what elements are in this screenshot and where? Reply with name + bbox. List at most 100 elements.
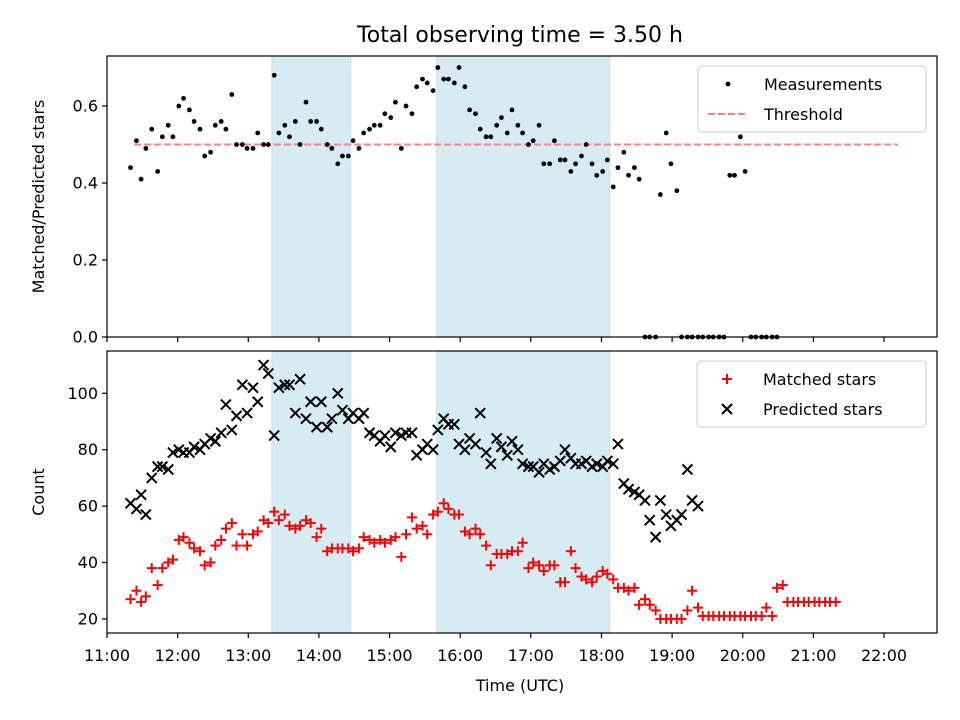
matched-star-point: [199, 560, 210, 571]
measurement-point: [727, 172, 733, 178]
counts-panel: 20 40 60 80 100 11:00 12:00 13:00 14:00 15:00 16:0…: [29, 350, 938, 665]
matched-star-point: [464, 529, 475, 540]
x-tick-label: 15:00: [366, 646, 412, 665]
matched-star-point: [559, 577, 570, 588]
matched-star-point: [676, 613, 687, 624]
predicted-star-point: [336, 404, 349, 416]
shaded-interval: [436, 350, 611, 634]
predicted-star-point: [230, 410, 243, 422]
matched-star-point: [581, 574, 592, 585]
matched-star-point: [401, 529, 412, 540]
matched-star-point: [195, 546, 206, 557]
matched-star-point: [608, 574, 619, 585]
measurement-point: [165, 122, 171, 128]
matched-star-point: [538, 565, 549, 576]
matched-star-point: [767, 611, 778, 622]
y-tick-label: 0.4: [73, 174, 98, 193]
matched-star-point: [252, 526, 263, 537]
matched-star-point: [210, 540, 221, 551]
matched-star-point: [650, 605, 661, 616]
matched-star-point: [549, 560, 560, 571]
predicted-star-point: [300, 412, 312, 425]
measurement-point: [424, 80, 430, 86]
predicted-star-point: [162, 463, 174, 476]
predicted-star-point: [215, 427, 227, 439]
measurement-point: [568, 169, 574, 174]
measurement-point: [668, 161, 674, 167]
matched-star-point: [682, 605, 693, 616]
measurement-point: [382, 111, 388, 117]
measurement-point: [345, 153, 351, 159]
matched-star-point: [411, 523, 422, 534]
matched-star-point: [422, 529, 433, 540]
matched-star-point: [644, 599, 655, 610]
predicted-star-point: [649, 531, 662, 543]
measurement-point: [271, 72, 277, 78]
matched-star-point: [167, 554, 178, 565]
matched-star-point: [830, 596, 841, 607]
measurement-point: [477, 126, 483, 132]
measurement-point: [467, 107, 473, 113]
measurement-point: [388, 115, 394, 120]
matched-star-point: [396, 551, 407, 562]
legend-label: Measurements: [764, 75, 882, 94]
predicted-star-point: [459, 443, 471, 456]
matched-star-point: [761, 602, 772, 613]
measurement-point: [134, 138, 139, 144]
predicted-star-point: [151, 460, 164, 473]
matched-star-point: [353, 543, 364, 554]
measurement-point: [244, 145, 250, 151]
predicted-star-point: [188, 441, 200, 453]
measurement-point: [229, 92, 235, 97]
predicted-star-point: [251, 396, 264, 408]
axes-frame: [106, 350, 938, 634]
measurement-point: [367, 126, 372, 132]
measurement-point: [626, 172, 631, 178]
measurement-point: [393, 99, 398, 105]
legend-label: Threshold: [763, 105, 843, 124]
matched-star-point: [454, 509, 465, 520]
matched-star-point: [481, 540, 492, 551]
predicted-star-point: [379, 429, 391, 442]
predicted-star-point: [135, 489, 147, 501]
matched-star-point: [634, 599, 645, 610]
predicted-star-point: [140, 508, 152, 521]
measurement-point: [663, 130, 669, 136]
predicted-star-point: [289, 407, 302, 419]
legend: Matched stars Predicted stars: [696, 360, 927, 428]
measurement-point: [308, 119, 314, 124]
matched-star-point: [432, 506, 443, 517]
measurement-point: [557, 157, 563, 163]
legend-box: [696, 360, 927, 428]
measurement-point: [414, 84, 420, 90]
matched-star-point: [771, 582, 782, 593]
matched-star-point: [263, 518, 274, 529]
measurement-point: [265, 142, 271, 147]
measurement-point: [239, 142, 245, 147]
predicted-star-point: [533, 466, 545, 478]
measurement-point: [610, 184, 616, 190]
y-tick-label: 40: [78, 553, 98, 572]
matched-star-point: [602, 568, 613, 579]
predicted-star-point: [607, 458, 619, 470]
y-tick-label: 60: [78, 497, 98, 516]
x-tick-label: 14:00: [296, 646, 342, 665]
predicted-star-point: [247, 381, 259, 394]
predicted-star-point: [385, 441, 397, 453]
measurement-point: [403, 103, 409, 109]
measurement-point: [483, 134, 489, 140]
matched-star-point: [358, 532, 369, 543]
x-tick-label: 11:00: [84, 646, 130, 665]
predicted-star-point: [283, 379, 296, 391]
measurement-point: [594, 172, 600, 178]
matched-star-point: [438, 498, 449, 509]
predicted-star-point: [220, 398, 232, 411]
matched-star-point: [178, 532, 189, 543]
measurement-point: [515, 122, 521, 128]
measurement-point: [632, 165, 637, 171]
measurement-point: [504, 130, 510, 136]
measurement-point: [159, 134, 165, 140]
predicted-star-point: [639, 494, 651, 507]
x-axis-label: Time (UTC): [475, 676, 564, 695]
